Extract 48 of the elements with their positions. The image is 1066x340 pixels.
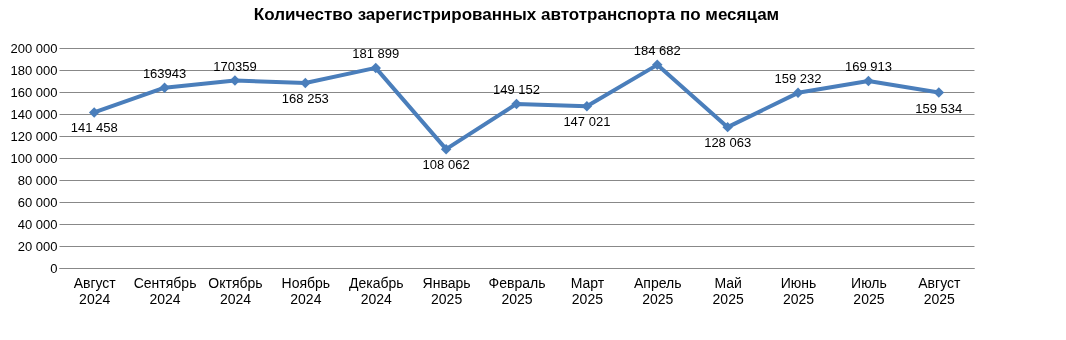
x-tick-label: Январь 2025: [422, 274, 471, 307]
data-label: 147 021: [563, 114, 611, 130]
data-label: 170359: [213, 58, 257, 74]
x-tick-label: Август 2024: [73, 274, 117, 307]
x-tick-label: Июнь 2025: [780, 274, 817, 307]
data-label: 163943: [142, 65, 187, 81]
point: [88, 107, 100, 118]
x-tick-label: Июль 2025: [851, 274, 887, 307]
data-label: 184 682: [633, 42, 681, 58]
y-tick-label: 200 000: [10, 40, 58, 56]
y-tick-label: 0: [50, 260, 58, 276]
x-tick-label: Март 2025: [570, 274, 605, 307]
data-label: 159 534: [915, 100, 963, 116]
data-label: 128 063: [704, 135, 752, 151]
point: [300, 77, 311, 89]
x-tick-label: Февраль 2025: [488, 274, 546, 307]
data-label: 168 253: [281, 90, 329, 106]
point: [511, 98, 522, 110]
y-tick-label: 20 000: [17, 238, 58, 254]
data-label: 141 458: [70, 120, 118, 136]
point: [370, 62, 381, 74]
point: [652, 59, 663, 71]
x-tick-label: Октябрь 2024: [208, 274, 263, 307]
chart-title: Количество зарегистрированных автотранспорта по месяцам: [253, 5, 780, 24]
x-tick-label: Ноябрь 2024: [281, 274, 331, 307]
x-tick-label: Май 2025: [712, 274, 744, 307]
point: [863, 75, 874, 87]
y-tick-label: 40 000: [17, 216, 58, 232]
data-label: 159 232: [774, 70, 822, 86]
point: [933, 87, 945, 98]
y-tick-label: 160 000: [10, 84, 58, 100]
data-label: 108 062: [422, 157, 470, 173]
data-label: 149 152: [493, 81, 540, 97]
x-tick-label: Декабрь 2024: [348, 274, 404, 307]
y-tick-label: 80 000: [17, 172, 58, 188]
y-tick-label: 180 000: [10, 62, 58, 78]
y-tick-label: 100 000: [10, 150, 58, 166]
y-tick-label: 140 000: [10, 106, 58, 122]
point: [440, 143, 452, 155]
y-tick-label: 120 000: [10, 128, 58, 144]
data-label: 181 899: [352, 45, 400, 61]
y-tick-label: 60 000: [17, 194, 58, 210]
x-tick-label: Сентябрь 2024: [133, 274, 197, 307]
point: [159, 82, 170, 93]
x-tick-label: Апрель 2025: [634, 274, 682, 307]
x-tick-label: Август 2025: [918, 274, 961, 307]
data-label: 169 913: [844, 59, 892, 75]
point: [722, 121, 733, 133]
